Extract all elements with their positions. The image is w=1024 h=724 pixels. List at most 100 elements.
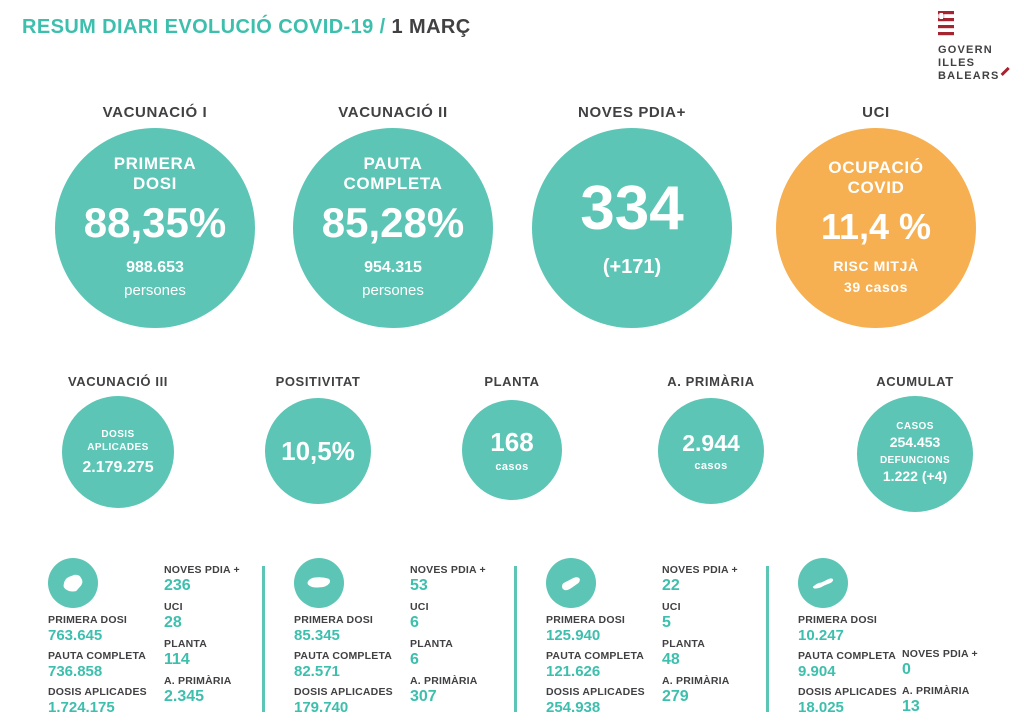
stat-label: PAUTA COMPLETA	[294, 650, 393, 662]
eivissa-vaccine-stats: PRIMERA DOSI 125.940 PAUTA COMPLETA 121.62…	[546, 614, 645, 722]
stat-label: DOSIS APLICADES	[294, 686, 393, 698]
mallorca-daily-stats: NOVES PDIA +236 UCI 28 PLANTA 114 A. PRIMÀ…	[164, 564, 240, 712]
stat-value: 736.858	[48, 663, 103, 680]
stat-label: DOSIS APLICADES	[546, 686, 645, 698]
stat-pair: A. PRIMÀRIA 307	[410, 675, 486, 706]
stat-pair: NOVES PDIA +22	[662, 564, 738, 595]
stat-pair: UCI 28	[164, 601, 240, 632]
section-header-planta: PLANTA	[484, 374, 540, 389]
stat-pair: DOSIS APLICADES 18.025	[798, 686, 897, 716]
govern-illes-balears-logo: GOVERN ILLES BALEARS	[938, 10, 1018, 83]
stat-label: NOVES PDIA +	[662, 564, 738, 576]
stat-label: PRIMERA DOSI	[798, 614, 878, 626]
stat-value: 6	[410, 651, 419, 668]
stat-label: A. PRIMÀRIA	[164, 675, 232, 687]
noves-pdia-count: 334	[580, 173, 684, 243]
stat-value: 13	[902, 698, 920, 715]
stat-pair: NOVES PDIA +53	[410, 564, 486, 595]
stat-pair: PLANTA 48	[662, 638, 738, 669]
section-header-vacunacio-3: VACUNACIÓ III	[67, 374, 168, 389]
stat-value: 85.345	[294, 627, 340, 644]
menorca-daily-stats: NOVES PDIA +53 UCI 6 PLANTA 6 A. PRIMÀRIA 3…	[410, 564, 486, 712]
circle-title: OCUPACIÓ COVID	[828, 158, 923, 199]
stat-value: 114	[164, 651, 190, 668]
planta-circle: 168 casos	[462, 400, 562, 500]
acumulat-casos-label: CASOS	[896, 421, 934, 432]
stat-value: 18.025	[798, 699, 844, 716]
stat-label: DOSIS APLICADES	[798, 686, 897, 698]
planta-unit: casos	[495, 461, 529, 473]
stat-value: 5	[662, 614, 671, 631]
stat-pair: NOVES PDIA +236	[164, 564, 240, 595]
positivitat-percentage: 10,5%	[281, 435, 355, 466]
island-section-eivissa: NOVES PDIA +22 UCI 5 PLANTA 48 A. PRIMÀRIA…	[538, 556, 750, 724]
title-date: 1 MARÇ	[391, 16, 471, 38]
primera-dosi-count: 988.653	[126, 258, 184, 276]
circle-title-line: OCUPACIÓ	[828, 157, 924, 177]
stat-value: 236	[164, 577, 191, 594]
section-header-uci: UCI	[862, 104, 890, 121]
stat-value: 1.724.175	[48, 699, 115, 716]
pauta-completa-unit: persones	[362, 281, 424, 299]
stat-pair: A. PRIMÀRIA 2.345	[164, 675, 240, 706]
island-section-menorca: NOVES PDIA +53 UCI 6 PLANTA 6 A. PRIMÀRIA 3…	[286, 556, 498, 724]
noves-pdia-circle: 334 (+171)	[532, 128, 732, 328]
stat-value: 28	[164, 614, 182, 631]
stat-label: A. PRIMÀRIA	[662, 675, 730, 687]
stat-pair: DOSIS APLICADES 1.724.175	[48, 686, 147, 716]
section-header-vacunacio-2: VACUNACIÓ II	[338, 104, 448, 121]
circle-title-line: PRIMERA	[113, 153, 197, 173]
dosis-aplicades-circle: DOSIS APLICADES 2.179.275	[62, 396, 174, 508]
stat-pair: A. PRIMÀRIA 279	[662, 675, 738, 706]
section-divider	[514, 566, 517, 712]
noves-pdia-delta: (+171)	[602, 255, 662, 278]
acumulat-circle: CASOS 254.453 DEFUNCIONS 1.222 (+4)	[857, 396, 973, 512]
formentera-daily-stats: NOVES PDIA +0 A. PRIMÀRIA 13	[902, 648, 978, 722]
circle-title: PAUTA COMPLETA	[344, 154, 443, 195]
title-text: RESUM DIARI EVOLUCIÓ COVID-19 /	[22, 16, 386, 38]
stat-label: PRIMERA DOSI	[546, 614, 626, 626]
uci-risc-level: RISC MITJÀ	[833, 258, 919, 275]
island-section-mallorca: NOVES PDIA +236 UCI 28 PLANTA 114 A. PRIMÀ…	[40, 556, 252, 724]
logo-text-line: BALEARS	[938, 70, 1000, 82]
section-header-noves-pdia: NOVES PDIA+	[578, 104, 686, 121]
stat-value: 22	[662, 577, 680, 594]
stat-label: A. PRIMÀRIA	[902, 685, 970, 697]
formentera-vaccine-stats: PRIMERA DOSI 10.247 PAUTA COMPLETA 9.904 D…	[798, 614, 897, 722]
island-section-formentera: NOVES PDIA +0 A. PRIMÀRIA 13 PRIMERA DOSI…	[790, 556, 1002, 724]
stat-value: 125.940	[546, 627, 601, 644]
stat-label: PAUTA COMPLETA	[546, 650, 645, 662]
acumulat-defuncions-count: 1.222 (+4)	[882, 468, 948, 484]
circle-title: PRIMERA DOSI	[114, 154, 197, 195]
stat-pair: PAUTA COMPLETA 736.858	[48, 650, 147, 680]
stat-label: PRIMERA DOSI	[48, 614, 128, 626]
stat-label: UCI	[410, 601, 429, 613]
stat-value: 254.938	[546, 699, 601, 716]
stat-value: 307	[410, 688, 437, 705]
pauta-completa-circle: PAUTA COMPLETA 85,28% 954.315 persones	[293, 128, 493, 328]
planta-count: 168	[490, 427, 534, 457]
stat-pair: PAUTA COMPLETA 82.571	[294, 650, 393, 680]
stat-label: UCI	[662, 601, 681, 613]
eivissa-daily-stats: NOVES PDIA +22 UCI 5 PLANTA 48 A. PRIMÀRIA…	[662, 564, 738, 712]
stat-value: 53	[410, 577, 428, 594]
section-header-vacunacio-1: VACUNACIÓ I	[102, 104, 208, 121]
stat-value: 9.904	[798, 663, 836, 680]
mallorca-vaccine-stats: PRIMERA DOSI 763.645 PAUTA COMPLETA 736.85…	[48, 614, 147, 722]
stat-pair: PRIMERA DOSI 10.247	[798, 614, 897, 644]
page-title: RESUM DIARI EVOLUCIÓ COVID-19 / 1 MARÇ	[22, 16, 471, 39]
section-header-positivitat: POSITIVITAT	[275, 374, 361, 389]
primera-dosi-unit: persones	[124, 281, 186, 299]
stat-pair: A. PRIMÀRIA 13	[902, 685, 978, 716]
stat-value: 179.740	[294, 699, 349, 716]
a-primaria-count: 2.944	[682, 430, 740, 456]
pauta-completa-percentage: 85,28%	[321, 199, 465, 247]
circle-title-line: COMPLETA	[343, 174, 443, 194]
formentera-island-icon	[798, 558, 848, 608]
balearic-flag-icon	[938, 10, 954, 38]
section-divider	[262, 566, 265, 712]
stat-value: 763.645	[48, 627, 103, 644]
section-header-acumulat: ACUMULAT	[876, 374, 954, 389]
stat-label: NOVES PDIA +	[164, 564, 240, 576]
stat-label: DOSIS APLICADES	[48, 686, 147, 698]
